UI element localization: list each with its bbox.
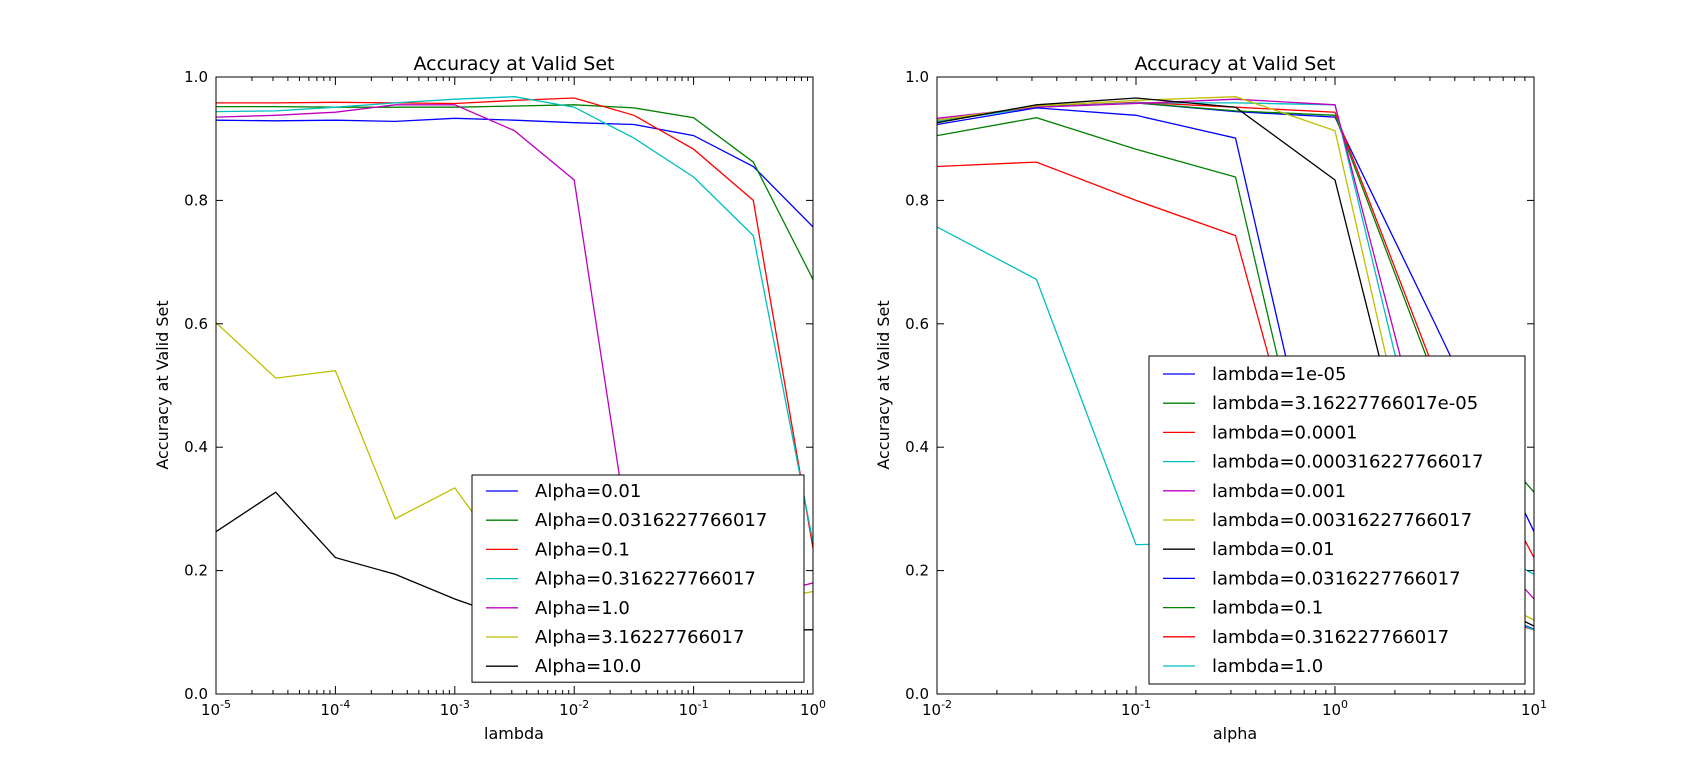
right-y-tick-label: 0.6: [905, 315, 929, 333]
right-legend-label-6: lambda=0.01: [1212, 539, 1335, 560]
left-y-tick-label: 0.8: [184, 191, 208, 209]
left-y-tick-label: 0.6: [184, 315, 208, 333]
right-legend: lambda=1e-05 lambda=3.16227766017e-05 lamb…: [1149, 356, 1525, 684]
left-legend-label-5: Alpha=3.16227766017: [535, 627, 744, 648]
left-y-tick-label: 1.0: [184, 68, 208, 86]
left-legend-label-0: Alpha=0.01: [535, 481, 641, 502]
left-y-tick-label: 0.2: [184, 562, 208, 580]
right-legend-label-2: lambda=0.0001: [1212, 422, 1358, 443]
left-legend-label-3: Alpha=0.316227766017: [535, 569, 756, 590]
right-y-axis-label: Accuracy at Valid Set: [874, 300, 893, 469]
right-y-tick-label: 1.0: [905, 68, 929, 86]
left-y-tick-label: 0.4: [184, 438, 208, 456]
right-y-tick-label: 0.8: [905, 191, 929, 209]
left-x-axis-label: lambda: [484, 724, 544, 743]
left-legend-label-1: Alpha=0.0316227766017: [535, 510, 767, 531]
right-legend-label-0: lambda=1e-05: [1212, 364, 1346, 385]
right-legend-label-5: lambda=0.00316227766017: [1212, 510, 1472, 531]
left-chart-title: Accuracy at Valid Set: [414, 53, 615, 75]
right-y-tick-label: 0.4: [905, 438, 929, 456]
left-legend-label-2: Alpha=0.1: [535, 539, 630, 560]
right-chart-title: Accuracy at Valid Set: [1135, 53, 1336, 75]
left-y-axis-label: Accuracy at Valid Set: [153, 300, 172, 469]
right-x-axis-label: alpha: [1213, 724, 1257, 743]
left-legend-label-6: Alpha=10.0: [535, 656, 641, 677]
right-legend-label-9: lambda=0.316227766017: [1212, 627, 1449, 648]
left-legend: Alpha=0.01 Alpha=0.0316227766017 Alpha=0.1…: [472, 475, 804, 682]
right-legend-label-7: lambda=0.0316227766017: [1212, 568, 1461, 589]
left-legend-label-4: Alpha=1.0: [535, 598, 630, 619]
right-y-tick-label: 0.2: [905, 562, 929, 580]
right-legend-label-1: lambda=3.16227766017e-05: [1212, 393, 1478, 414]
right-legend-label-4: lambda=0.001: [1212, 481, 1346, 502]
right-legend-label-3: lambda=0.000316227766017: [1212, 452, 1484, 473]
right-legend-label-8: lambda=0.1: [1212, 598, 1323, 619]
right-legend-label-10: lambda=1.0: [1212, 656, 1323, 677]
